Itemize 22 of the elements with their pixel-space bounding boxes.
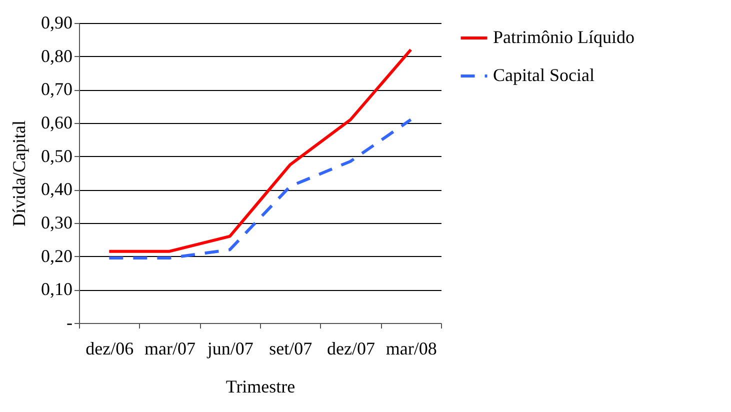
y-tick-label: 0,90	[41, 12, 72, 32]
y-tick-label: 0,30	[41, 212, 72, 232]
y-tick-label: 0,50	[41, 146, 72, 166]
line-series	[108, 48, 412, 253]
y-tick-label: 0,10	[41, 279, 72, 300]
x-axis-title: Trimestre	[226, 376, 296, 396]
x-tick-label: dez/07	[327, 338, 375, 358]
x-tick-label: jun/07	[206, 338, 254, 358]
x-tick-label: dez/06	[86, 338, 134, 358]
y-tick-label: 0,70	[41, 79, 72, 100]
x-tick-label: set/07	[269, 338, 312, 358]
legend-label: Patrimônio Líquido	[493, 27, 634, 47]
y-axis-title: Dívida/Capital	[9, 120, 29, 226]
y-tick-label: 0,40	[41, 179, 72, 200]
x-tick-label: mar/08	[386, 338, 437, 358]
y-tick-label: 0,80	[41, 46, 72, 66]
y-tick-label: 0,20	[41, 246, 72, 266]
x-tick-label: mar/07	[144, 338, 196, 358]
legend-label: Capital Social	[493, 65, 594, 85]
y-tick-label: -	[66, 312, 72, 332]
y-tick-label: 0,60	[41, 112, 72, 132]
line-series	[108, 118, 412, 260]
